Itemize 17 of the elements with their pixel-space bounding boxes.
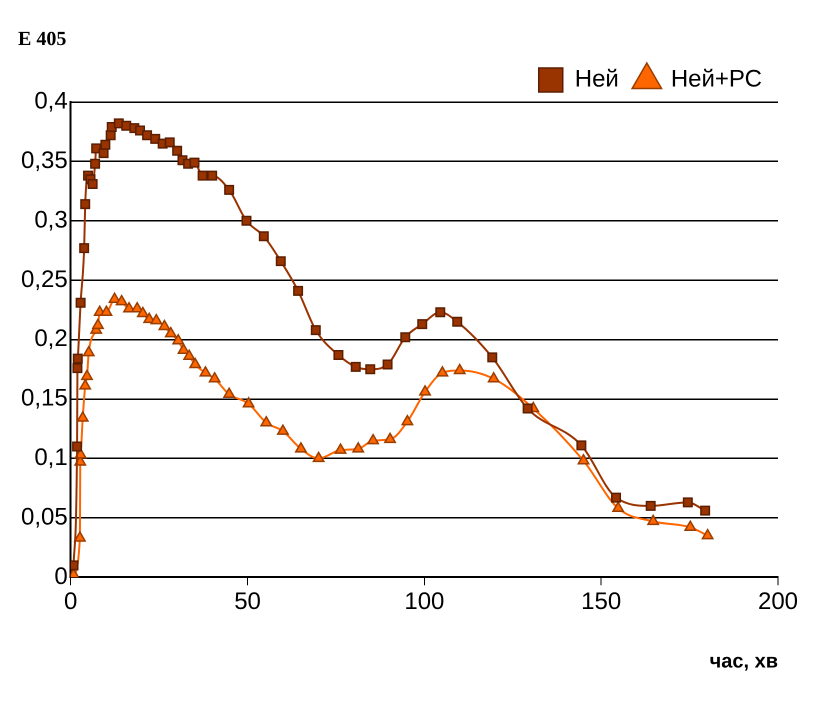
x-tick-label: 50 bbox=[234, 588, 261, 616]
legend-label: Ней+РС bbox=[670, 66, 762, 93]
x-tick-label: 100 bbox=[404, 588, 444, 616]
y-tick-label: 0,4 bbox=[34, 88, 68, 115]
y-tick-label: 0,15 bbox=[20, 384, 68, 412]
y-tick-label: 0,3 bbox=[34, 206, 68, 234]
legend-label: Ней bbox=[574, 66, 619, 93]
chart-title: E 405 bbox=[18, 28, 66, 50]
y-tick-label: 0,35 bbox=[20, 147, 68, 174]
y-tick-label: 0,2 bbox=[34, 325, 68, 352]
y-tick-label: 0,05 bbox=[20, 503, 68, 530]
y-tick-label: 0,25 bbox=[20, 266, 68, 293]
x-tick-label: 150 bbox=[581, 588, 622, 616]
y-tick-label: 0,1 bbox=[34, 444, 68, 472]
x-axis-title: час, хв bbox=[710, 650, 778, 673]
x-tick-label: 200 bbox=[758, 588, 798, 616]
y-tick-label: 0 bbox=[54, 562, 68, 590]
